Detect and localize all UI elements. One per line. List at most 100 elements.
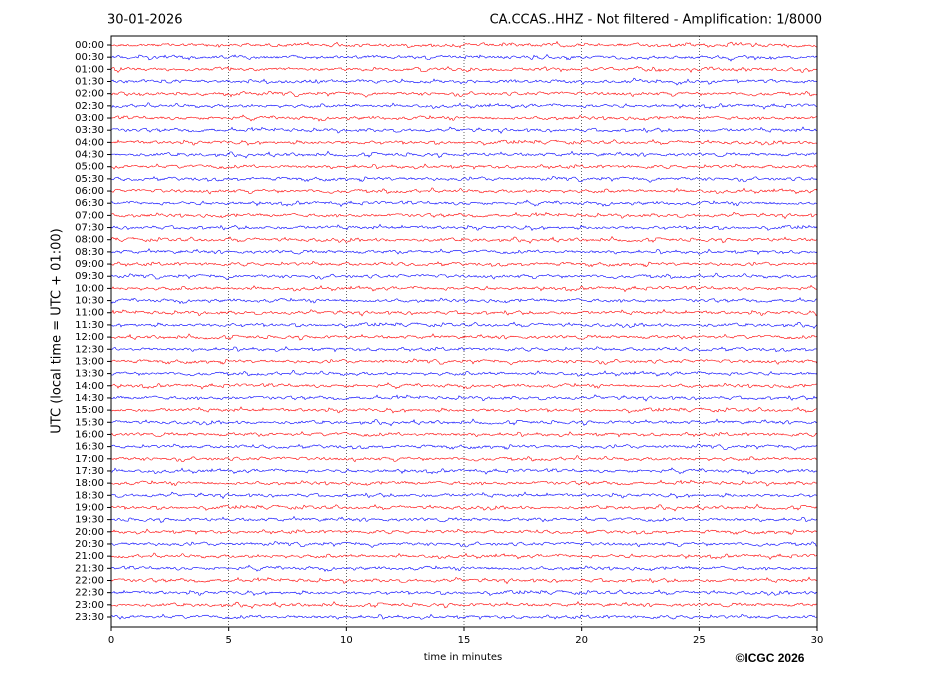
- y-tick-label: 07:30: [75, 223, 104, 234]
- x-tick-label: 30: [811, 635, 824, 646]
- trace: [110, 126, 818, 134]
- x-tick-label: 0: [108, 635, 114, 646]
- trace: [110, 370, 818, 377]
- trace: [110, 467, 818, 475]
- trace: [110, 515, 818, 524]
- trace: [110, 90, 818, 98]
- trace: [110, 66, 818, 73]
- trace: [110, 223, 818, 231]
- trace: [110, 333, 818, 341]
- y-tick-label: 02:00: [75, 89, 104, 100]
- y-tick-label: 15:30: [75, 417, 104, 428]
- y-tick-label: 07:00: [75, 210, 104, 221]
- trace: [111, 77, 818, 86]
- trace: [110, 613, 818, 620]
- y-tick-label: 22:30: [75, 588, 104, 599]
- trace: [110, 53, 818, 62]
- x-tick-label: 10: [340, 635, 353, 646]
- y-tick-label: 08:30: [75, 247, 104, 258]
- y-tick-label: 06:00: [75, 186, 104, 197]
- trace: [110, 248, 818, 255]
- plot-area: [110, 36, 818, 627]
- y-tick-label: 06:30: [75, 198, 104, 209]
- y-tick-label: 16:30: [75, 442, 104, 453]
- copyright: ©ICGC 2026: [736, 651, 805, 665]
- x-tick-label: 20: [575, 635, 588, 646]
- y-tick-label: 21:30: [75, 563, 104, 574]
- trace: [110, 211, 818, 220]
- trace: [110, 601, 818, 609]
- trace: [110, 528, 818, 535]
- y-tick-label: 04:00: [75, 137, 104, 148]
- x-axis-label: time in minutes: [424, 652, 503, 663]
- y-tick-label: 23:30: [75, 612, 104, 623]
- trace: [110, 102, 818, 110]
- y-tick-label: 00:30: [75, 52, 104, 63]
- date: 30-01-2026: [107, 13, 183, 28]
- y-tick-label: 09:30: [75, 271, 104, 282]
- y-tick-label: 11:30: [75, 320, 104, 331]
- x-tick-label: 25: [693, 635, 706, 646]
- trace: [110, 418, 818, 427]
- trace: [110, 455, 818, 463]
- trace: [110, 163, 818, 170]
- y-tick-label: 16:00: [75, 429, 104, 440]
- y-tick-label: 13:00: [75, 356, 104, 367]
- y-tick-label: 18:30: [75, 490, 104, 501]
- trace: [110, 297, 817, 305]
- y-tick-label: 18:00: [75, 478, 104, 489]
- y-tick-label: 20:00: [75, 527, 104, 538]
- y-tick-label: 21:00: [75, 551, 104, 562]
- y-tick-label: 19:00: [75, 502, 104, 513]
- trace: [110, 576, 818, 585]
- y-tick-label: 05:30: [75, 174, 104, 185]
- trace: [110, 431, 818, 438]
- y-tick-label: 00:00: [75, 40, 104, 51]
- trace: [110, 321, 818, 329]
- y-tick-label: 14:30: [75, 393, 104, 404]
- trace: [110, 491, 818, 499]
- trace: [110, 406, 817, 414]
- trace: [110, 358, 818, 366]
- trace: [110, 114, 818, 122]
- trace: [110, 40, 818, 49]
- trace: [110, 139, 818, 146]
- y-tick-label: 15:00: [75, 405, 104, 416]
- y-tick-label: 09:00: [75, 259, 104, 270]
- trace: [110, 346, 818, 353]
- plot-frame: [110, 35, 818, 628]
- y-tick-label: 22:00: [75, 575, 104, 586]
- trace: [110, 394, 818, 402]
- chart-title: CA.CCAS..HHZ - Not filtered - Amplificat…: [490, 13, 822, 28]
- trace: [110, 150, 818, 159]
- trace: [110, 552, 818, 560]
- trace: [110, 235, 818, 244]
- trace: [110, 199, 818, 207]
- x-tick-label: 5: [225, 635, 231, 646]
- y-tick-label: 08:00: [75, 235, 104, 246]
- trace: [110, 284, 818, 293]
- trace: [110, 503, 818, 512]
- trace: [110, 272, 818, 281]
- y-tick-label: 13:30: [75, 369, 104, 380]
- x-tick-label: 15: [458, 635, 471, 646]
- trace: [110, 187, 818, 195]
- trace: [110, 479, 818, 487]
- y-tick-label: 14:00: [75, 381, 104, 392]
- trace: [110, 308, 818, 317]
- y-tick-label: 20:30: [75, 539, 104, 550]
- y-tick-label: 04:30: [75, 150, 104, 161]
- trace: [110, 443, 818, 451]
- y-tick-label: 17:00: [75, 454, 104, 465]
- y-axis-label: UTC (local time = UTC + 01:00): [50, 228, 65, 433]
- y-tick-label: 12:30: [75, 344, 104, 355]
- y-tick-label: 01:30: [75, 77, 104, 88]
- y-tick-label: 05:00: [75, 162, 104, 173]
- trace: [110, 564, 818, 572]
- y-tick-label: 01:00: [75, 64, 104, 75]
- y-tick-label: 19:30: [75, 515, 104, 526]
- y-tick-label: 12:00: [75, 332, 104, 343]
- y-tick-label: 02:30: [75, 101, 104, 112]
- trace: [110, 382, 818, 390]
